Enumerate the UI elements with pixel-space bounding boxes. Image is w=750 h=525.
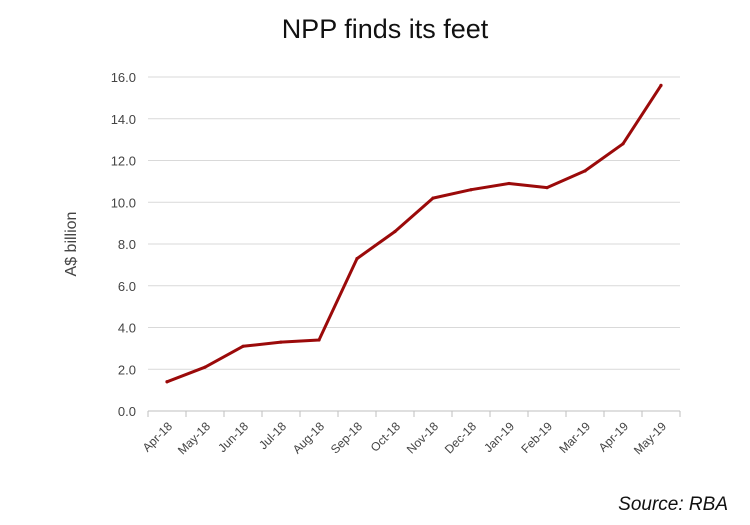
- y-tick-label: 8.0: [118, 237, 136, 252]
- data-point: [279, 340, 283, 344]
- source-note: Source: RBA: [618, 494, 728, 515]
- x-tick-label: May-18: [175, 419, 213, 457]
- x-tick-label: Oct-18: [368, 419, 404, 455]
- y-tick-label: 4.0: [118, 321, 136, 336]
- x-tick-label: Dec-18: [442, 419, 479, 456]
- gridlines: [148, 76, 680, 370]
- x-tick-label: May-19: [631, 419, 669, 457]
- data-point: [621, 142, 625, 146]
- y-tick-label: 0.0: [118, 404, 136, 419]
- data-point: [165, 380, 169, 384]
- x-tick-label: Feb-19: [518, 419, 555, 456]
- series: [165, 83, 663, 384]
- data-point: [469, 188, 473, 192]
- data-point: [393, 229, 397, 234]
- y-tick-label: 10.0: [111, 195, 136, 210]
- y-tick-label: 16.0: [111, 70, 136, 85]
- data-point: [203, 365, 207, 369]
- data-point: [317, 338, 321, 342]
- x-tick-label: Jun-18: [215, 419, 251, 455]
- data-point: [583, 169, 587, 173]
- x-tick-label: Apr-18: [140, 419, 176, 455]
- data-point: [659, 83, 663, 87]
- x-tick-label: Sep-18: [328, 419, 365, 456]
- y-tick-label: 14.0: [111, 112, 136, 127]
- y-tick-label: 6.0: [118, 279, 136, 294]
- y-tick-label: 2.0: [118, 362, 136, 377]
- y-axis-title: A$ billion: [63, 212, 80, 277]
- x-tick-label: Nov-18: [404, 419, 441, 456]
- axes: [147, 410, 681, 417]
- data-point: [241, 344, 245, 348]
- x-tick-label: Jul-18: [256, 419, 289, 452]
- data-point: [355, 257, 359, 261]
- y-tick-label: 12.0: [111, 154, 136, 169]
- data-point: [507, 181, 511, 186]
- series-line: [165, 83, 663, 384]
- y-tick-labels: 0.0 2.0 4.0 6.0 8.0 10.0 12.0 14.0 16.0: [111, 70, 136, 419]
- x-tick-label: Aug-18: [290, 419, 327, 456]
- x-tick-label: Jan-19: [481, 419, 517, 455]
- chart-title: NPP finds its feet: [281, 14, 489, 44]
- data-point: [545, 186, 549, 190]
- x-tick-labels: Apr-18 May-18 Jun-18 Jul-18 Aug-18 Sep-18 Oct-…: [140, 419, 670, 457]
- x-tick-label: Apr-19: [596, 419, 632, 455]
- data-point: [431, 196, 435, 200]
- x-tick-label: Mar-19: [556, 419, 593, 456]
